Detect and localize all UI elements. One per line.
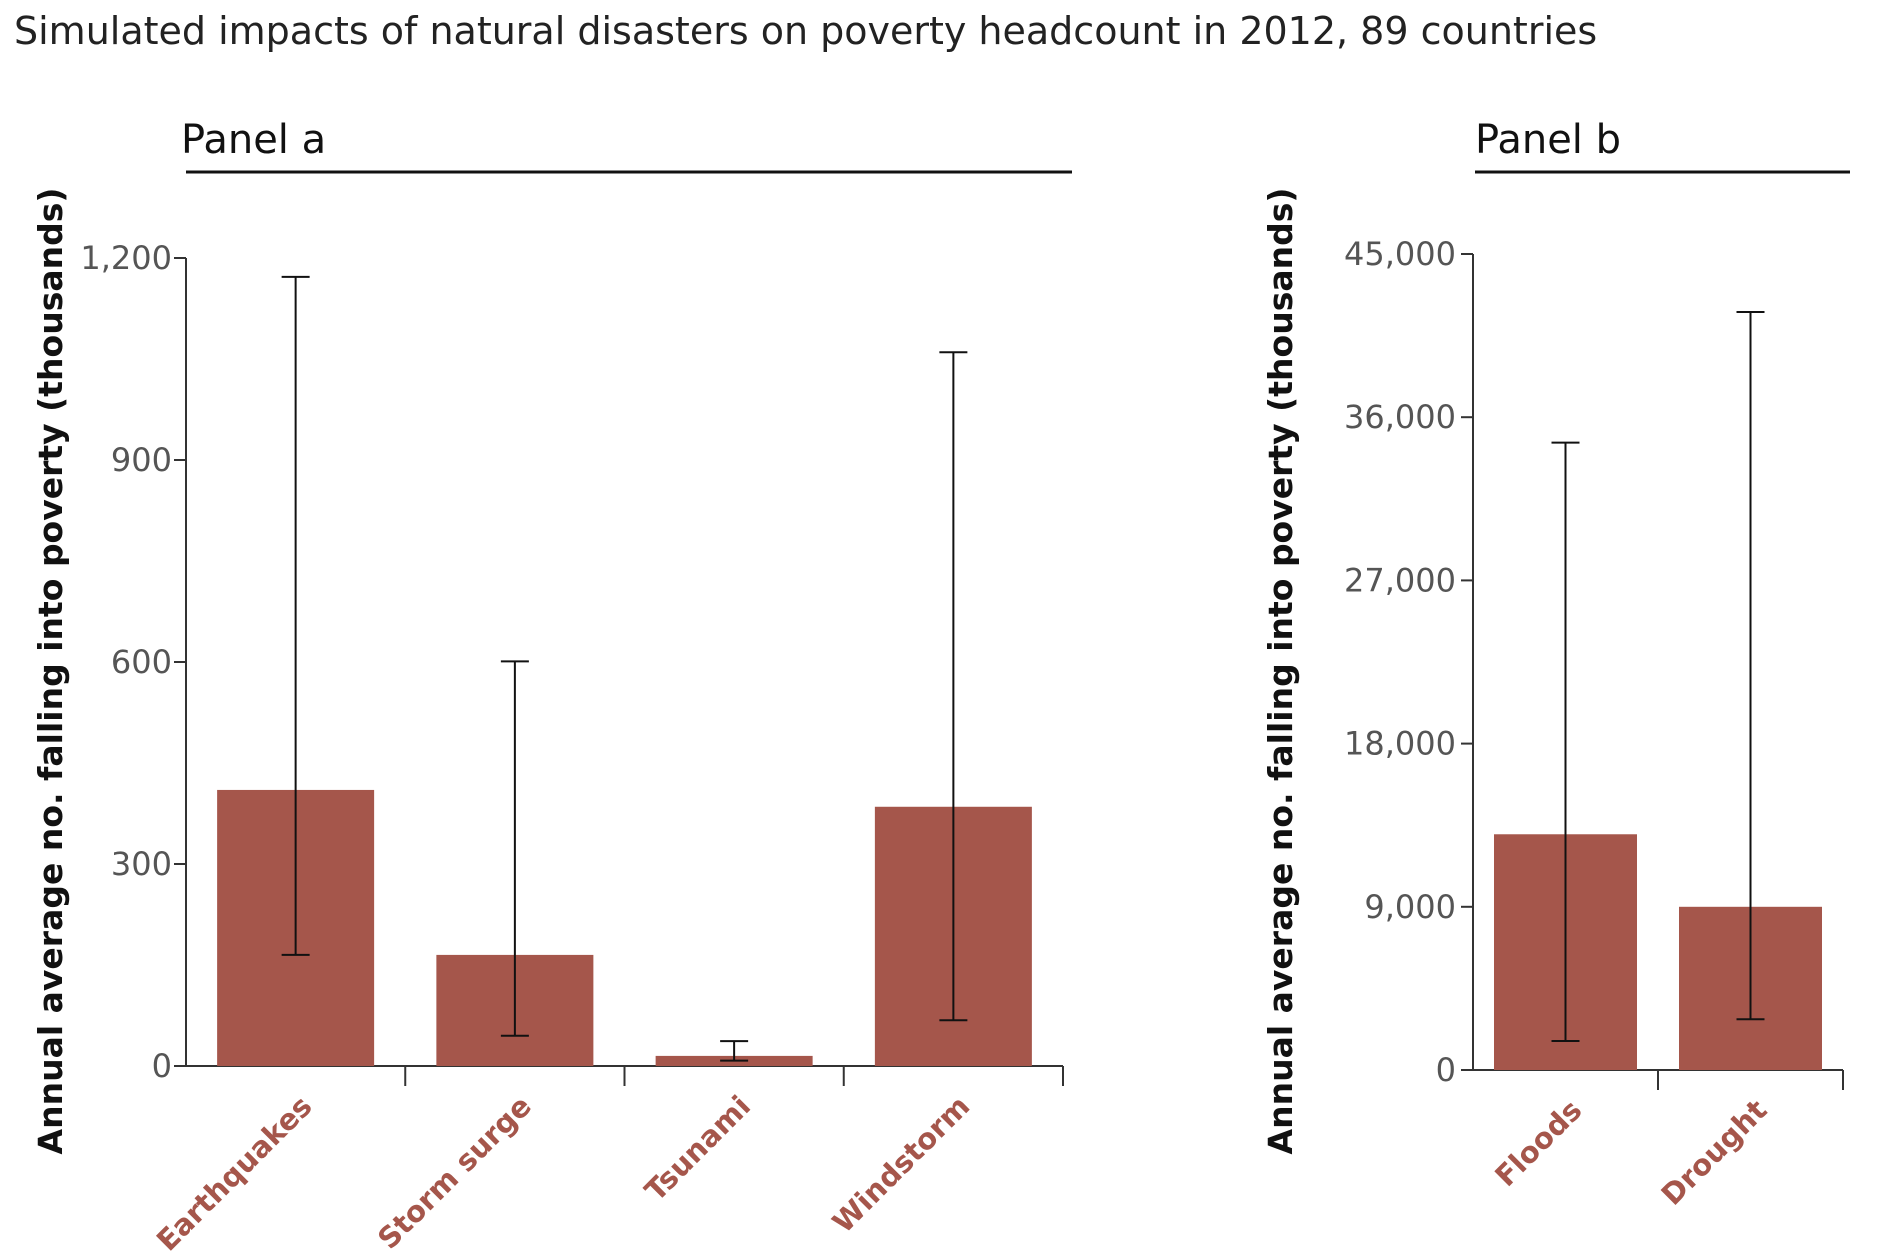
panel-a-y-tick-label: 900 <box>111 441 172 479</box>
panel-a-category-label: Storm surge <box>371 1089 538 1256</box>
panel-a-y-tick-label: 0 <box>152 1047 172 1085</box>
panel-b-y-tick-label: 9,000 <box>1364 888 1456 926</box>
panel-b-category-label: Drought <box>1655 1093 1774 1212</box>
panel-a-y-tick-label: 600 <box>111 643 172 681</box>
panel-b-label: Panel b <box>1475 117 1621 163</box>
panel-a-y-axis-label: Annual average no. falling into poverty … <box>31 188 70 1155</box>
panel-b-y-axis-label: Annual average no. falling into poverty … <box>1261 188 1300 1155</box>
panel-a-y-tick-label: 300 <box>111 845 172 883</box>
panel-a-category-label: Windstorm <box>826 1089 977 1240</box>
panel-b-y-tick-label: 27,000 <box>1344 561 1456 599</box>
panel-a-plot: 0 300 600 900 1,200 Earthquakes Storm surge Tsu… <box>80 239 1064 1258</box>
panel-b-y-tick-label: 0 <box>1436 1051 1456 1089</box>
panel-a-category-label: Earthquakes <box>150 1089 319 1258</box>
panel-b-plot: 0 9,000 18,000 27,000 36,000 45,000 Floods Drou… <box>1344 235 1844 1212</box>
panel-b-y-tick-label: 18,000 <box>1344 725 1456 763</box>
panel-b-y-tick-label: 36,000 <box>1344 398 1456 436</box>
panel-a-label: Panel a <box>181 117 326 163</box>
panel-b: Panel b Annual average no. falling into … <box>1261 117 1850 1212</box>
panel-a: Panel a Annual average no. falling into … <box>31 117 1072 1258</box>
panel-b-category-label: Floods <box>1488 1093 1588 1193</box>
panel-a-y-tick-label: 1,200 <box>80 239 172 277</box>
panel-a-category-label: Tsunami <box>638 1089 757 1208</box>
chart-title: Simulated impacts of natural disasters o… <box>14 9 1597 53</box>
panel-b-y-tick-label: 45,000 <box>1344 235 1456 273</box>
